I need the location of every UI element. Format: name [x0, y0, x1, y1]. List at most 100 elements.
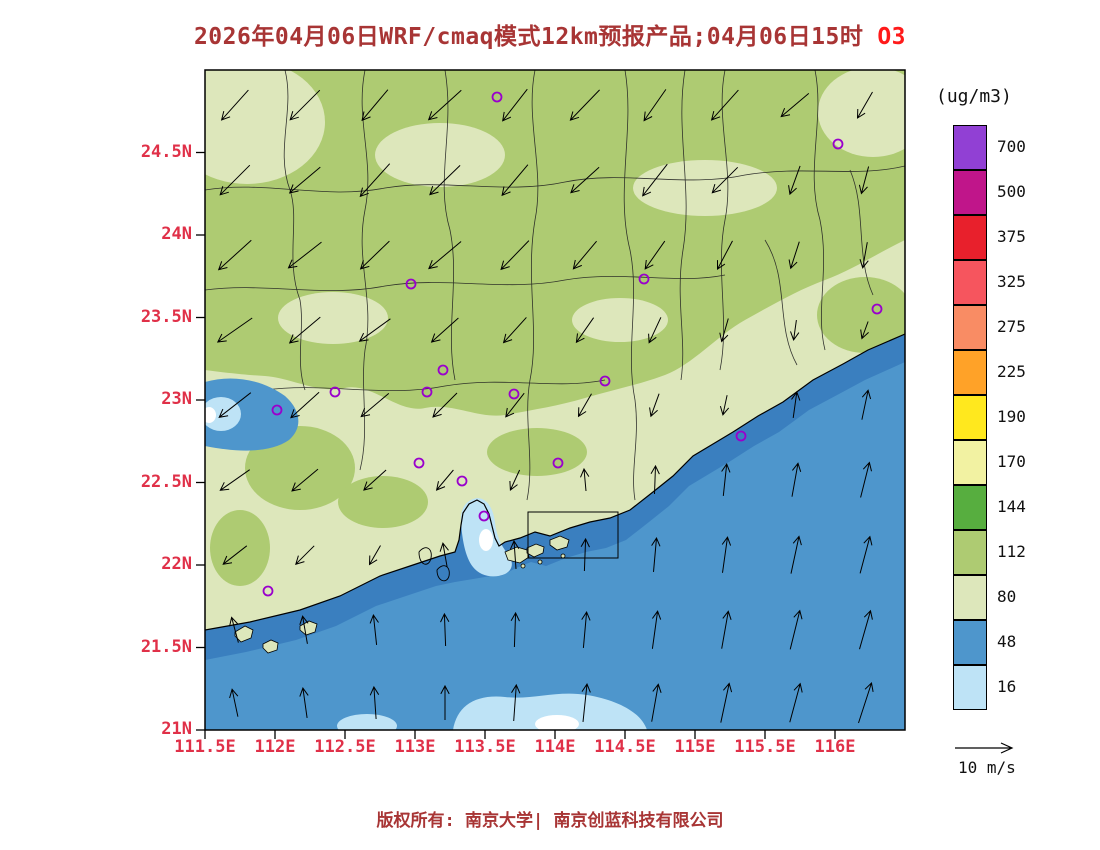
colorbar-label-80: 80	[997, 587, 1017, 606]
wind-arrow	[219, 469, 250, 491]
colorbar-label-500: 500	[997, 182, 1026, 201]
colorbar-box-375	[953, 215, 987, 260]
wind-arrow	[229, 616, 239, 643]
station-marker	[478, 510, 490, 522]
station-marker	[508, 388, 520, 400]
wind-arrow	[651, 610, 662, 649]
colorbar-label-190: 190	[997, 407, 1026, 426]
wind-arrow	[859, 242, 869, 269]
sea-fill	[205, 334, 905, 730]
colorbar-box-170	[953, 440, 987, 485]
wind-arrow	[721, 610, 732, 649]
wind-legend-label: 10 m/s	[958, 758, 1016, 777]
colorbar-label-325: 325	[997, 272, 1026, 291]
station-marker	[491, 91, 503, 103]
lon-label-115.5E: 115.5E	[734, 737, 796, 757]
lon-label-115E: 115E	[674, 737, 716, 757]
wind-reference-arrow-glyph	[955, 742, 1014, 754]
wind-arrow	[643, 89, 667, 122]
station-marker	[456, 475, 468, 487]
wind-arrow	[219, 164, 251, 196]
colorbar-label-170: 170	[997, 452, 1026, 471]
wind-arrow	[287, 241, 322, 269]
wind-arrow	[440, 684, 450, 720]
lon-label-114.5E: 114.5E	[594, 737, 656, 757]
wind-arrow	[577, 393, 592, 418]
wind-arrow	[217, 239, 252, 271]
station-marker	[437, 364, 449, 376]
wind-arrow	[510, 611, 520, 648]
wind-arrow	[288, 166, 321, 194]
station-marker	[552, 457, 564, 469]
wind-arrow	[511, 683, 521, 722]
lat-label-24N: 24N	[161, 224, 192, 244]
colorbar-box-144	[953, 485, 987, 530]
lat-label-23.5N: 23.5N	[140, 306, 192, 327]
nw-white-core	[205, 407, 216, 423]
sea-nearshore-band	[205, 334, 905, 660]
colorbar-box-325	[953, 260, 987, 305]
colorbar-box-225	[953, 350, 987, 395]
station-marker	[405, 278, 417, 290]
wind-arrow	[439, 542, 449, 567]
wind-arrow	[651, 537, 661, 572]
colorbar-box-48	[953, 620, 987, 665]
colorbar-label-16: 16	[997, 677, 1017, 696]
colorbar-label-48: 48	[997, 632, 1017, 651]
o3-low-patch	[633, 160, 777, 216]
wind-arrow	[649, 393, 660, 418]
o3-mid-patch	[210, 510, 270, 586]
colorbar-box-275	[953, 305, 987, 350]
county-boundaries	[205, 70, 905, 501]
colorbar-box-112	[953, 530, 987, 575]
station-marker	[413, 457, 425, 469]
wind-arrow	[580, 467, 590, 492]
lon-label-112.5E: 112.5E	[314, 737, 376, 757]
o3-low-patch	[375, 123, 505, 187]
wind-arrow	[502, 88, 528, 122]
wind-arrow	[581, 611, 591, 648]
wind-arrow	[505, 392, 525, 418]
wind-arrow	[427, 89, 462, 121]
colorbar-label-700: 700	[997, 137, 1026, 156]
station-marker	[329, 386, 341, 398]
wind-arrow	[429, 165, 461, 196]
station-marker	[871, 303, 883, 315]
colorbar-label-225: 225	[997, 362, 1026, 381]
wind-arrow	[288, 316, 321, 344]
wind-arrow	[791, 462, 802, 497]
colorbar-box-500	[953, 170, 987, 215]
colorbar-box-80	[953, 575, 987, 620]
wind-arrow	[721, 463, 731, 496]
map-layers	[205, 70, 905, 730]
study-area-box	[527, 511, 619, 559]
station-marker	[262, 585, 274, 597]
wind-arrow	[780, 93, 810, 118]
wind-arrow	[858, 166, 870, 195]
south-white-patch	[535, 715, 579, 730]
wind-arrow	[369, 614, 379, 645]
wind-arrow	[500, 240, 530, 271]
wind-arrow	[359, 163, 391, 198]
wind-arrow	[289, 89, 321, 121]
lon-label-113.5E: 113.5E	[454, 737, 516, 757]
lon-label-111.5E: 111.5E	[174, 737, 236, 757]
wind-arrow	[790, 535, 802, 574]
o3-mid-patch	[817, 277, 905, 353]
wind-arrow	[369, 685, 380, 720]
wind-arrow	[570, 166, 600, 194]
wind-arrow	[428, 241, 462, 270]
wind-arrow	[432, 392, 458, 418]
nw-low-region	[205, 378, 299, 451]
south-light-patch	[453, 693, 647, 730]
lat-label-22N: 22N	[161, 554, 192, 574]
wind-arrow	[859, 609, 873, 650]
wind-arrow	[290, 391, 320, 419]
station-markers	[262, 91, 883, 597]
colorbar-label-375: 375	[997, 227, 1026, 246]
wind-arrow	[295, 545, 315, 565]
wind-arrow	[360, 393, 390, 418]
wind-arrow	[719, 318, 729, 343]
